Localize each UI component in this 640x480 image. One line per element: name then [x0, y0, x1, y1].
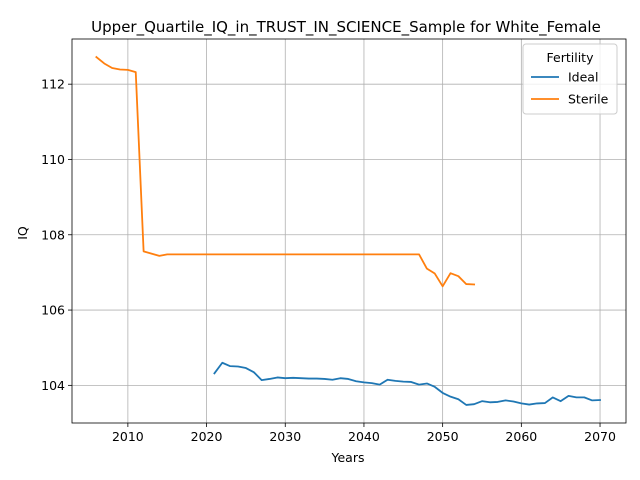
series-line-ideal	[213, 361, 601, 406]
series-lines	[95, 55, 601, 406]
x-tick-label: 2020	[191, 429, 223, 444]
plot-area-frame	[71, 38, 627, 424]
y-axis-ticks: 104 106 108 110 112	[41, 77, 72, 393]
x-tick-label: 2070	[584, 429, 616, 444]
y-tick-label: 110	[41, 152, 65, 167]
x-axis-label: Years	[331, 450, 365, 465]
y-tick-label: 108	[41, 227, 65, 242]
legend-label-ideal: Ideal	[568, 70, 598, 85]
x-tick-label: 2060	[505, 429, 537, 444]
grid	[72, 39, 626, 423]
y-tick-label: 112	[41, 77, 65, 92]
x-tick-label: 2040	[348, 429, 380, 444]
y-tick-label: 106	[41, 303, 65, 318]
x-tick-label: 2010	[112, 429, 144, 444]
y-tick-label: 104	[41, 378, 65, 393]
legend: Fertility Ideal Sterile	[522, 43, 618, 115]
chart-title: Upper_Quartile_IQ_in_TRUST_IN_SCIENCE_Sa…	[91, 18, 601, 37]
x-axis-ticks: 2010 2020 2030 2040 2050 2060 2070	[112, 423, 616, 444]
x-tick-label: 2050	[427, 429, 459, 444]
x-tick-label: 2030	[269, 429, 301, 444]
legend-label-sterile: Sterile	[568, 92, 609, 107]
y-axis-label: IQ	[15, 226, 30, 240]
legend-box	[522, 43, 618, 115]
legend-title: Fertility	[547, 50, 595, 65]
series-line-sterile	[95, 55, 476, 288]
